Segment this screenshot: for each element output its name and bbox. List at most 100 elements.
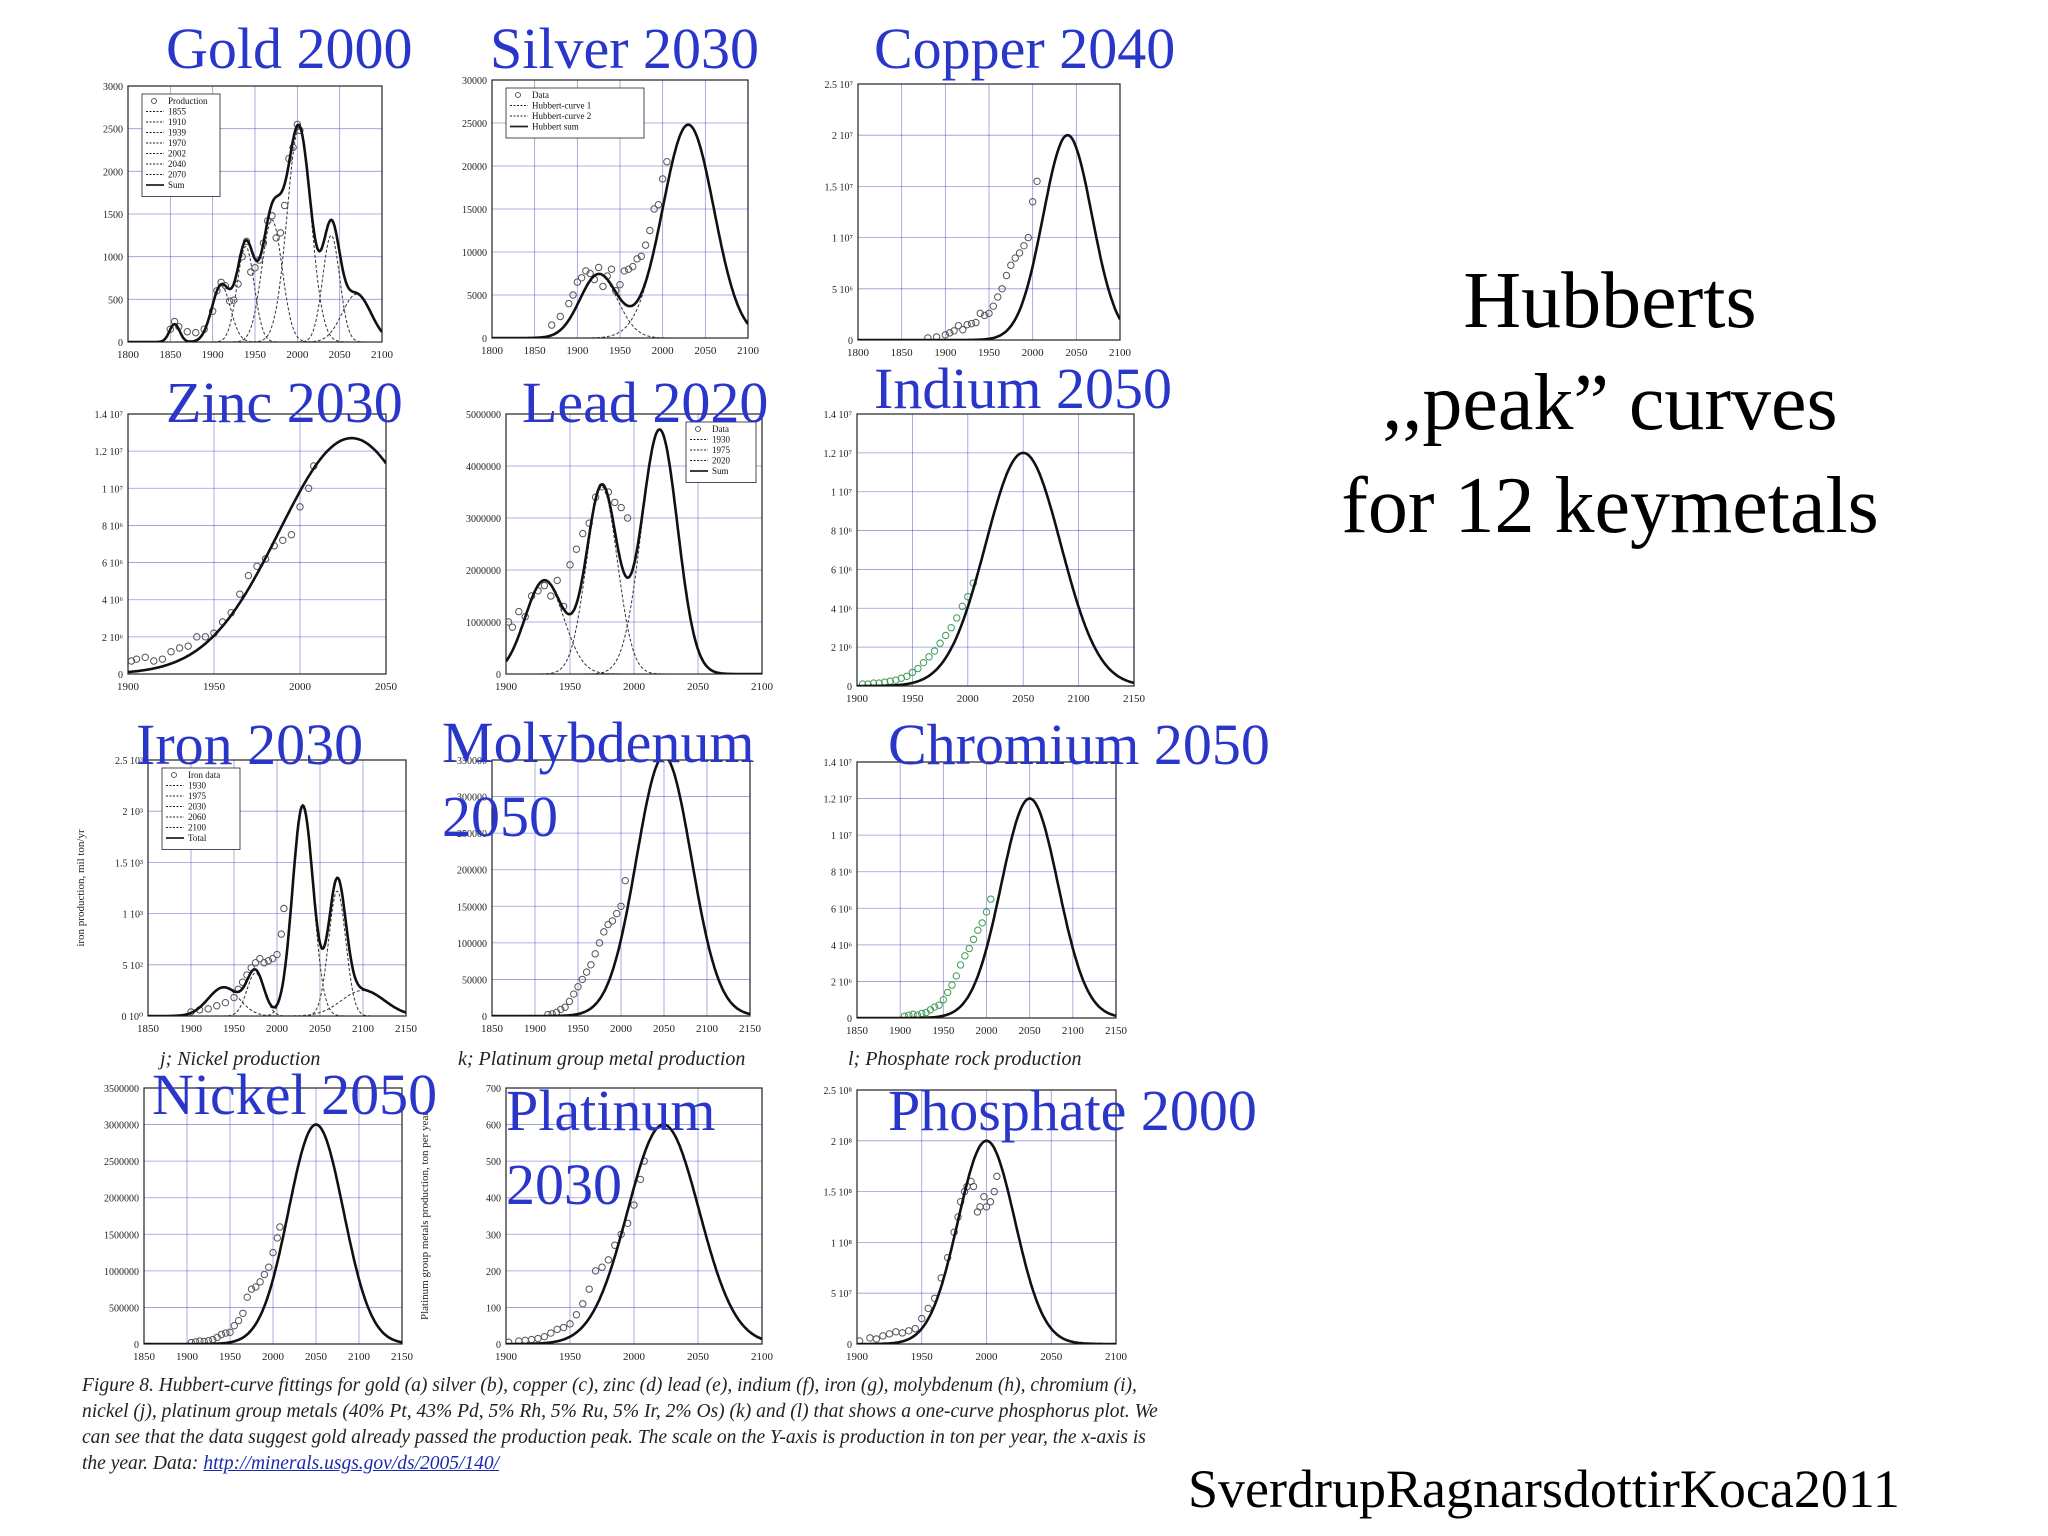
data-point	[222, 1329, 230, 1337]
data-point	[646, 226, 654, 235]
x-tick-label: 1950	[567, 1023, 590, 1035]
data-point	[591, 950, 599, 958]
data-point	[998, 285, 1006, 293]
data-point	[1028, 198, 1037, 206]
data-point	[547, 592, 555, 600]
data-point	[947, 624, 955, 632]
data-point	[595, 939, 604, 947]
y-tick-label: 4000000	[466, 462, 501, 473]
data-point	[969, 935, 978, 944]
x-tick-label: 1900	[202, 349, 225, 361]
x-tick-label: 1900	[934, 347, 957, 359]
data-point	[869, 679, 878, 686]
x-tick-label: 2050	[694, 345, 717, 357]
data-point	[885, 1330, 894, 1338]
x-tick-label: 2050	[309, 1023, 332, 1035]
plot-frame	[505, 1087, 763, 1345]
data-point	[613, 909, 621, 918]
x-tick-label: 1900	[846, 1351, 869, 1363]
y-tick-label: 2 10⁶	[102, 633, 124, 644]
y-tick-label: 0	[848, 336, 853, 347]
data-point	[621, 876, 629, 885]
y-tick-label: 1.5 10⁸	[824, 1188, 853, 1199]
data-point	[866, 1334, 874, 1342]
x-tick-label: 2100	[1109, 347, 1132, 359]
data-point	[553, 1325, 561, 1334]
legend-entry: 2002	[168, 149, 186, 159]
data-point	[279, 536, 287, 544]
hubbert-sum-curve	[506, 427, 762, 674]
legend-entry: Production	[168, 96, 208, 106]
data-point	[941, 631, 950, 640]
y-tick-label: 2 10³	[123, 807, 144, 818]
data-point	[607, 265, 616, 273]
y-tick-label: 5 10⁷	[831, 1289, 853, 1300]
data-point	[221, 281, 230, 290]
data-point	[269, 954, 277, 963]
data-point	[985, 309, 993, 318]
x-tick-label: 2100	[1105, 1351, 1128, 1363]
y-tick-label: 300000	[457, 793, 487, 804]
data-point	[548, 321, 556, 329]
y-tick-label: 6 10⁶	[831, 904, 853, 915]
data-point	[914, 664, 922, 673]
data-point	[565, 997, 574, 1006]
data-point	[540, 1332, 549, 1341]
hubbert-sum-curve	[857, 451, 1134, 686]
x-tick-label: 2100	[1062, 1025, 1085, 1037]
data-point	[958, 602, 966, 611]
data-point	[304, 484, 313, 492]
legend-entry: Sum	[712, 466, 729, 476]
data-point	[572, 545, 581, 553]
legend: Production1855191019391970200220402070Su…	[141, 93, 221, 197]
caption-link[interactable]: http://minerals.usgs.gov/ds/2005/140/	[203, 1453, 500, 1474]
data-point	[578, 975, 586, 984]
data-point	[128, 657, 136, 665]
data-point	[204, 1005, 212, 1013]
x-tick-label: 1850	[137, 1023, 160, 1035]
data-point	[903, 672, 911, 680]
x-tick-label: 2100	[737, 345, 760, 357]
y-tick-label: 3000000	[104, 1121, 139, 1132]
title-line-3: for 12 keymetals	[1341, 461, 1879, 550]
data-point	[1033, 177, 1041, 185]
data-point	[573, 278, 582, 286]
data-point	[247, 268, 255, 276]
data-point	[586, 269, 594, 278]
legend-entry: 2020	[712, 456, 731, 466]
data-point	[544, 1010, 552, 1016]
x-tick-label: 1850	[846, 1025, 869, 1037]
y-tick-label: 0	[847, 682, 852, 693]
x-tick-label: 1900	[495, 681, 518, 693]
data-point	[183, 328, 191, 336]
data-point	[243, 1293, 251, 1301]
data-point	[158, 655, 167, 663]
y-tick-label: 15000	[462, 205, 487, 216]
data-point	[239, 1309, 247, 1317]
x-tick-label: 1950	[559, 681, 582, 693]
x-tick-label: 1800	[847, 347, 870, 359]
data-point	[946, 329, 954, 337]
data-point	[548, 1010, 556, 1016]
label-copper: Copper 2040	[874, 16, 1176, 81]
title-line-2: ,,peak” curves	[1382, 359, 1838, 448]
y-tick-label: 8 10⁶	[102, 521, 124, 532]
y-tick-label: 1 10⁷	[831, 488, 853, 499]
data-point	[540, 581, 549, 590]
data-point	[506, 1338, 513, 1344]
data-point	[553, 576, 561, 585]
y-tick-label: 2000	[103, 167, 123, 178]
data-point	[611, 498, 619, 507]
x-tick-label: 2050	[375, 681, 398, 693]
hubbert-sum-curve	[148, 803, 406, 1016]
data-point	[616, 280, 624, 289]
data-point	[950, 327, 958, 335]
data-point	[941, 331, 950, 339]
label-indium: Indium 2050	[874, 356, 1173, 421]
data-point	[572, 1311, 581, 1319]
plot-frame	[491, 759, 751, 1017]
data-point	[911, 1325, 919, 1333]
data-point	[617, 503, 625, 512]
